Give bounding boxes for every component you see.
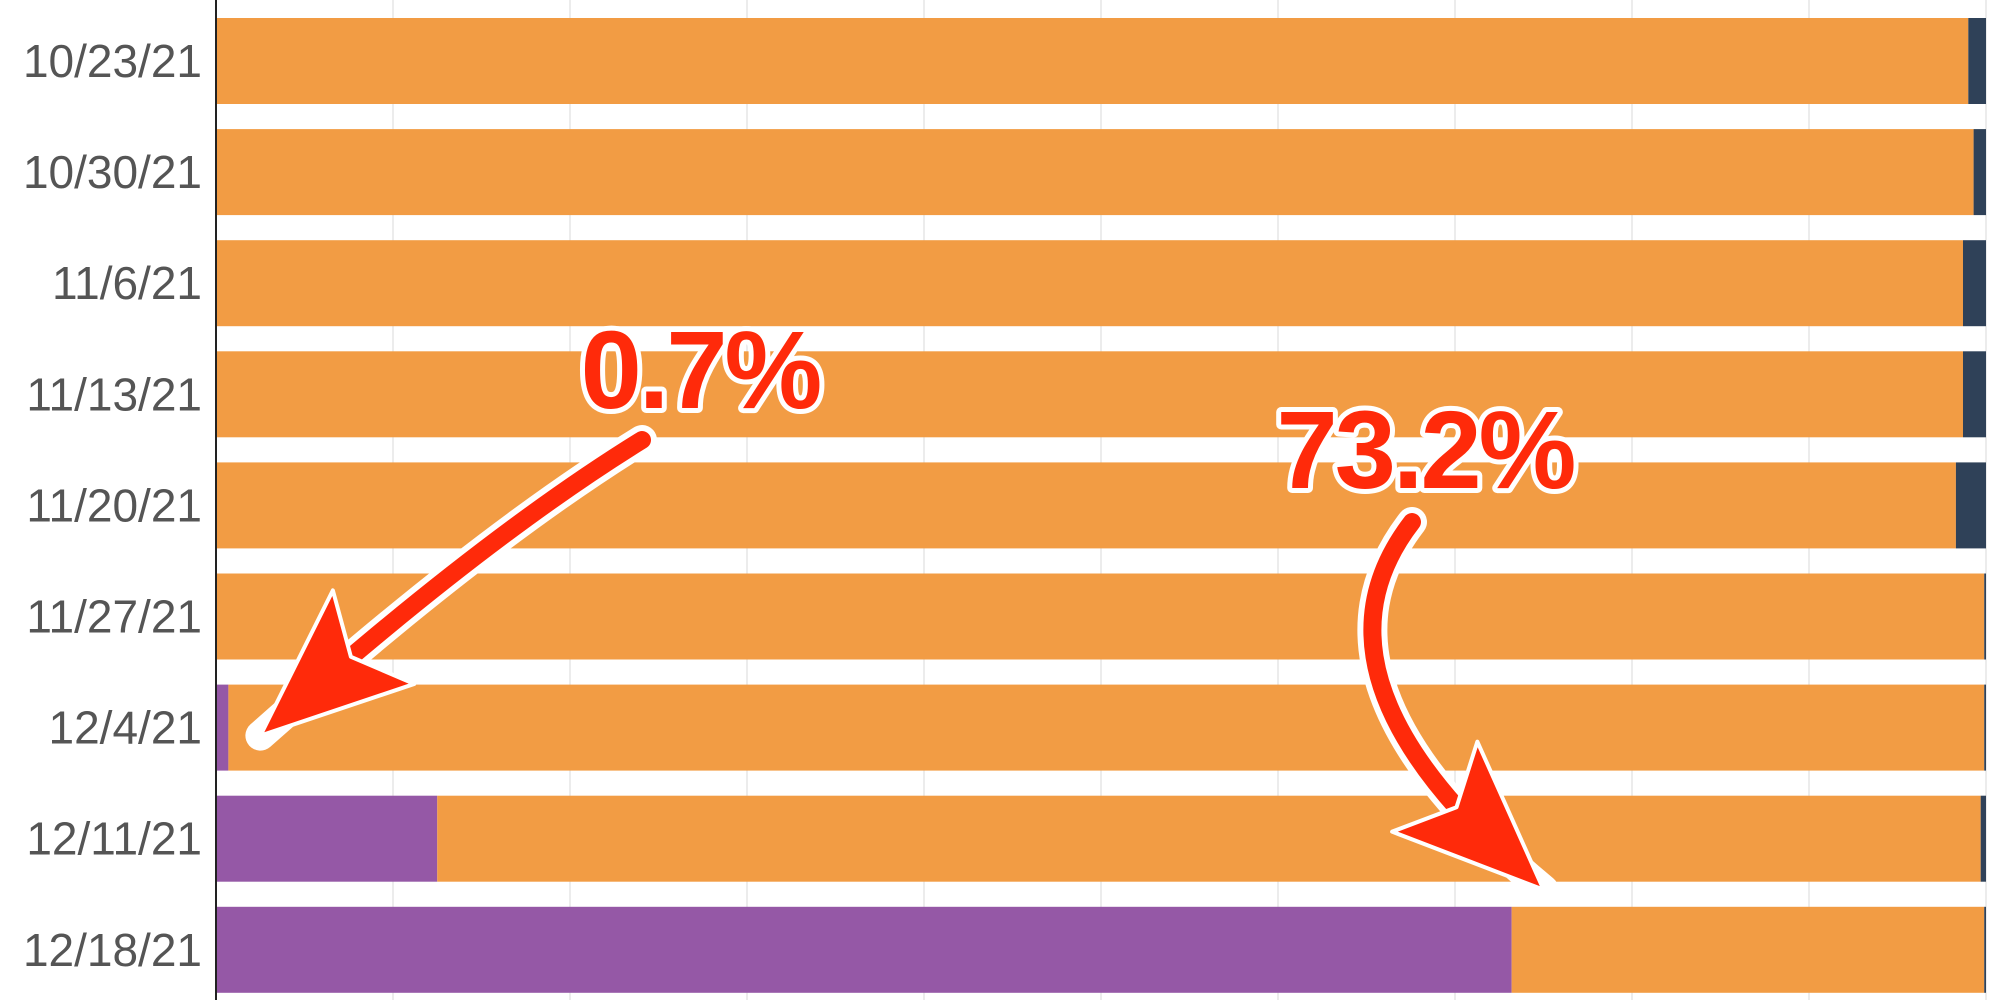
bar-segment [1984,906,1986,993]
bar-segment [1968,18,1986,104]
y-tick-label: 11/6/21 [52,257,202,309]
bar-segment [216,462,1956,549]
y-tick-label: 12/4/21 [49,702,202,754]
bar-segment [216,795,438,882]
annotation-arrow-head [1390,739,1546,892]
bar-segment [1984,573,1986,660]
annotation-label: 0.7% [581,309,820,432]
y-tick-label: 12/18/21 [23,924,202,976]
annotation-arrow-shaft [1363,513,1467,817]
bar-segment [1511,906,1985,993]
y-tick-label: 12/11/21 [26,813,202,865]
bar-segment [216,906,1512,993]
y-tick-label: 10/30/21 [23,146,202,198]
bar-segment [216,240,1963,327]
bar-segment [1980,795,1986,882]
annotation-label: 73.2% [1277,389,1574,512]
bar-segment [216,684,229,771]
bar-segment [1962,351,1986,438]
y-tick-label: 10/23/21 [23,35,202,87]
bar-segment [1962,240,1986,327]
y-tick-label: 11/27/21 [26,591,202,643]
bar-segment [216,573,1985,660]
bar-segment [1955,462,1986,549]
bar-segment [216,351,1963,438]
bar-segment [1973,129,1986,216]
bar-segment [216,129,1974,216]
y-tick-label: 11/13/21 [26,368,202,420]
bar-segment [228,684,1985,771]
bar-segment [437,795,1981,882]
y-tick-label: 11/20/21 [26,479,202,531]
bar-segment [216,18,1969,104]
bar-segment [1984,684,1986,771]
annotation-arrow-head [258,588,417,738]
annotation-arrow-shaft [336,431,651,671]
